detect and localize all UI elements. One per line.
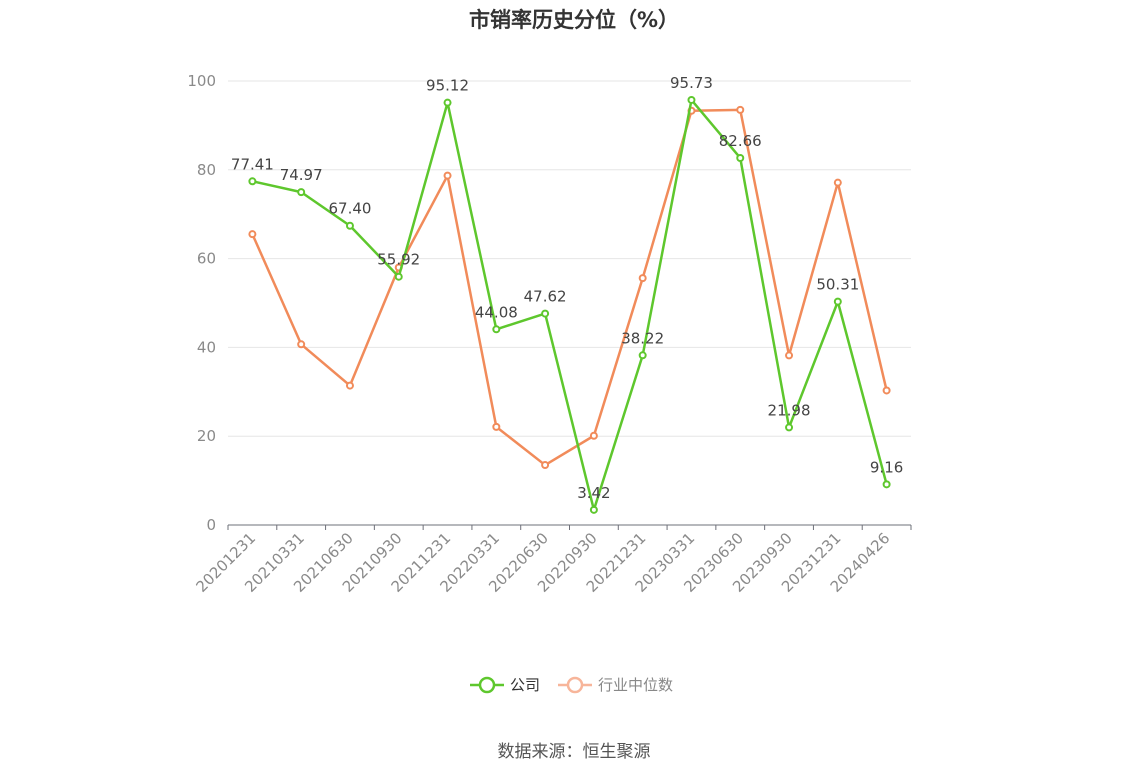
data-point [297, 340, 306, 349]
data-label: 44.08 [475, 303, 518, 321]
legend-marker [478, 676, 496, 694]
data-label: 95.12 [426, 77, 469, 95]
data-point [785, 423, 794, 432]
legend-item-label: 公司 [510, 676, 540, 694]
data-point [638, 274, 647, 283]
data-point [833, 178, 842, 187]
data-point [736, 105, 745, 114]
data-point [638, 351, 647, 360]
data-label: 3.42 [577, 484, 610, 502]
y-tick-label: 80 [197, 161, 216, 179]
y-tick-label: 0 [206, 516, 216, 534]
y-tick-label: 40 [197, 338, 216, 356]
data-point [492, 422, 501, 431]
y-tick-label: 60 [197, 250, 216, 268]
y-tick-label: 20 [197, 427, 216, 445]
data-point [541, 461, 550, 470]
data-point [248, 230, 257, 239]
data-point [541, 309, 550, 318]
data-point [345, 221, 354, 230]
chart-title: 市销率历史分位（%） [468, 8, 680, 32]
legend-marker [566, 676, 584, 694]
data-point [882, 386, 891, 395]
legend-item-label: 行业中位数 [598, 676, 673, 694]
data-label: 38.22 [621, 329, 664, 347]
data-label: 55.92 [377, 251, 420, 269]
data-point [297, 188, 306, 197]
data-source: 数据来源：恒生聚源 [497, 742, 651, 762]
data-point [443, 171, 452, 180]
data-point [443, 98, 452, 107]
data-label: 9.16 [870, 458, 903, 476]
data-point [589, 431, 598, 440]
data-point [785, 351, 794, 360]
data-point [492, 325, 501, 334]
data-label: 95.73 [670, 74, 713, 92]
data-point [248, 177, 257, 186]
data-label: 77.41 [231, 155, 274, 173]
data-point [882, 480, 891, 489]
data-label: 82.66 [719, 132, 762, 150]
data-point [687, 95, 696, 104]
data-point [589, 505, 598, 514]
data-label: 47.62 [524, 288, 567, 306]
data-label: 74.97 [280, 166, 323, 184]
data-label: 67.40 [328, 200, 371, 218]
data-label: 50.31 [816, 276, 859, 294]
y-tick-label: 100 [187, 72, 216, 90]
data-point [736, 153, 745, 162]
data-point [833, 297, 842, 306]
data-label: 21.98 [768, 401, 811, 419]
data-point [394, 272, 403, 281]
series-line-company [252, 98, 888, 512]
data-point [345, 381, 354, 390]
series-line-industry [251, 108, 888, 467]
